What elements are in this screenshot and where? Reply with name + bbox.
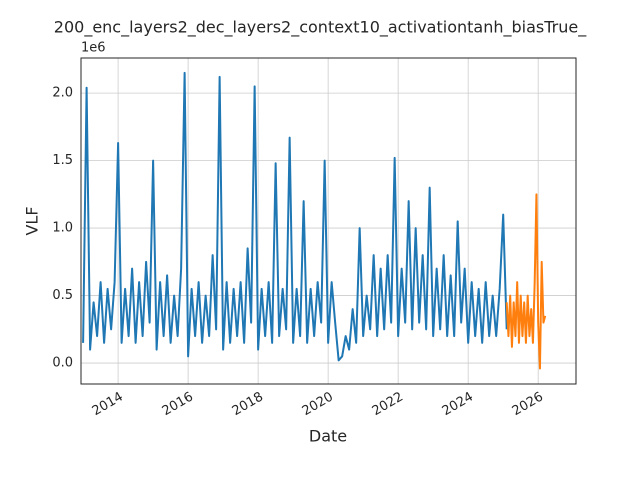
x-tick-label: 2022 bbox=[370, 390, 406, 420]
x-tick-label: 2026 bbox=[510, 390, 546, 420]
x-tick-label: 2018 bbox=[230, 390, 266, 420]
y-tick-label: 1.5 bbox=[52, 153, 73, 168]
x-tick-label: 2020 bbox=[300, 390, 336, 420]
y-tick-label: 1.0 bbox=[52, 221, 73, 236]
y-tick-label: 0.5 bbox=[52, 288, 73, 303]
plot-frame bbox=[80, 57, 577, 385]
y-offset-label: 1e6 bbox=[81, 41, 106, 56]
x-tick-label: 2014 bbox=[90, 390, 126, 420]
x-tick-label: 2016 bbox=[160, 390, 196, 420]
y-axis-label: VLF bbox=[23, 206, 42, 235]
chart-title: 200_enc_layers2_dec_layers2_context10_ac… bbox=[54, 18, 587, 38]
y-tick-label: 2.0 bbox=[52, 86, 73, 101]
y-tick-label: 0.0 bbox=[52, 356, 73, 371]
x-axis-label: Date bbox=[309, 427, 347, 446]
x-tick-label: 2024 bbox=[440, 390, 476, 420]
data-line bbox=[505, 193, 547, 370]
data-line bbox=[82, 71, 508, 362]
